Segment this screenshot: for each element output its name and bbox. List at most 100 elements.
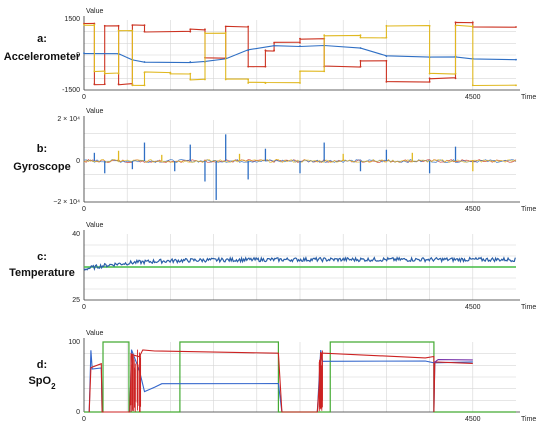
x-tick-label: 4500 (465, 304, 481, 311)
data-point-yellow (117, 29, 120, 32)
data-point-yellow (103, 72, 106, 75)
panel-3 (83, 230, 520, 301)
data-point-red (224, 25, 227, 28)
y-tick-label: -1500 (62, 87, 80, 94)
x-tick-label: 0 (82, 416, 86, 423)
series-line-red (88, 349, 473, 413)
data-point-yellow (323, 70, 326, 73)
data-point-yellow (204, 78, 206, 81)
data-point-yellow (323, 34, 326, 37)
data-point-yellow (224, 31, 227, 34)
data-point-yellow (143, 71, 146, 74)
data-point-red (247, 25, 250, 28)
data-point-yellow (93, 70, 96, 73)
y-tick-label: 100 (68, 339, 80, 346)
series-line-red (83, 21, 517, 86)
data-point-yellow (143, 84, 146, 87)
data-point-yellow (299, 70, 301, 73)
panel-title: Gyroscope (13, 161, 70, 173)
panel-title: SpO2 (28, 375, 56, 391)
data-point-yellow (428, 72, 431, 75)
x-tick-label: 4500 (465, 94, 481, 101)
data-point-yellow (189, 72, 192, 75)
data-point-yellow (471, 24, 474, 27)
data-point-red (143, 24, 146, 27)
data-point-blue (359, 47, 362, 49)
data-point-red (131, 24, 134, 27)
panel-2 (83, 116, 520, 203)
data-point-red (247, 65, 250, 68)
data-point-red (264, 65, 267, 68)
data-point-yellow (117, 72, 120, 75)
data-point-yellow (93, 23, 96, 26)
data-point-red (264, 49, 267, 52)
data-point-red (204, 28, 206, 31)
data-point-yellow (385, 24, 388, 27)
data-point-yellow (189, 78, 192, 81)
y-tick-label: 0 (76, 409, 80, 416)
data-point-blue (189, 61, 192, 63)
data-point-red (103, 24, 106, 27)
series-line-purple (433, 359, 473, 364)
x-tick-label: 4500 (465, 416, 481, 423)
data-point-blue (247, 49, 250, 52)
x-tick-label: 0 (82, 94, 86, 101)
data-point-yellow (515, 84, 517, 87)
series-line-yellow (83, 24, 517, 87)
series-line-blue (83, 255, 516, 272)
panel-4 (83, 338, 520, 413)
data-point-red (359, 65, 362, 68)
y-tick-label: 0 (76, 52, 80, 59)
y-tick-label: 40 (72, 231, 80, 238)
data-point-blue (143, 61, 146, 63)
data-point-yellow (103, 70, 106, 73)
x-axis-title: Time (521, 304, 536, 311)
y-tick-label: −2 × 10⁴ (53, 199, 80, 206)
data-point-yellow (169, 72, 172, 75)
data-point-red (93, 83, 96, 86)
panel-1 (83, 16, 520, 91)
data-point-red (454, 21, 457, 24)
data-point-red (299, 37, 301, 40)
y-axis-title: Value (86, 8, 103, 15)
data-point-blue (385, 55, 388, 58)
data-point-yellow (299, 82, 301, 84)
data-point-red (299, 41, 301, 44)
data-point-yellow (385, 36, 388, 39)
data-point-yellow (359, 34, 362, 37)
data-point-red (454, 77, 457, 80)
data-point-red (189, 30, 192, 33)
data-point-red (471, 21, 474, 24)
data-point-red (359, 59, 362, 62)
panel-title: Temperature (9, 267, 75, 279)
x-tick-label: 0 (82, 304, 86, 311)
data-point-yellow (83, 23, 85, 26)
data-point-yellow (454, 24, 457, 27)
data-point-yellow (471, 84, 474, 87)
data-point-yellow (224, 78, 227, 81)
data-point-red (189, 28, 192, 31)
y-tick-label: 25 (72, 297, 80, 304)
series-line-green (84, 341, 516, 413)
data-point-yellow (131, 29, 134, 32)
data-point-blue (83, 52, 85, 55)
x-axis-title: Time (521, 416, 536, 423)
panel-title-subscript: 2 (51, 382, 56, 391)
data-point-red (117, 24, 120, 27)
panel-label: a: (37, 33, 47, 45)
data-point-yellow (454, 72, 457, 75)
data-point-red (143, 30, 146, 33)
panel-label: c: (37, 251, 47, 263)
data-point-yellow (204, 31, 206, 34)
data-point-yellow (131, 84, 134, 87)
data-point-yellow (428, 24, 431, 27)
panel-label: d: (37, 359, 47, 371)
y-axis-title: Value (86, 330, 103, 337)
data-point-yellow (359, 36, 362, 39)
panel-label: b: (37, 143, 47, 155)
y-tick-label: 1500 (64, 16, 80, 23)
data-point-red (385, 59, 388, 62)
y-axis-title: Value (86, 222, 103, 229)
x-axis-title: Time (521, 94, 536, 101)
